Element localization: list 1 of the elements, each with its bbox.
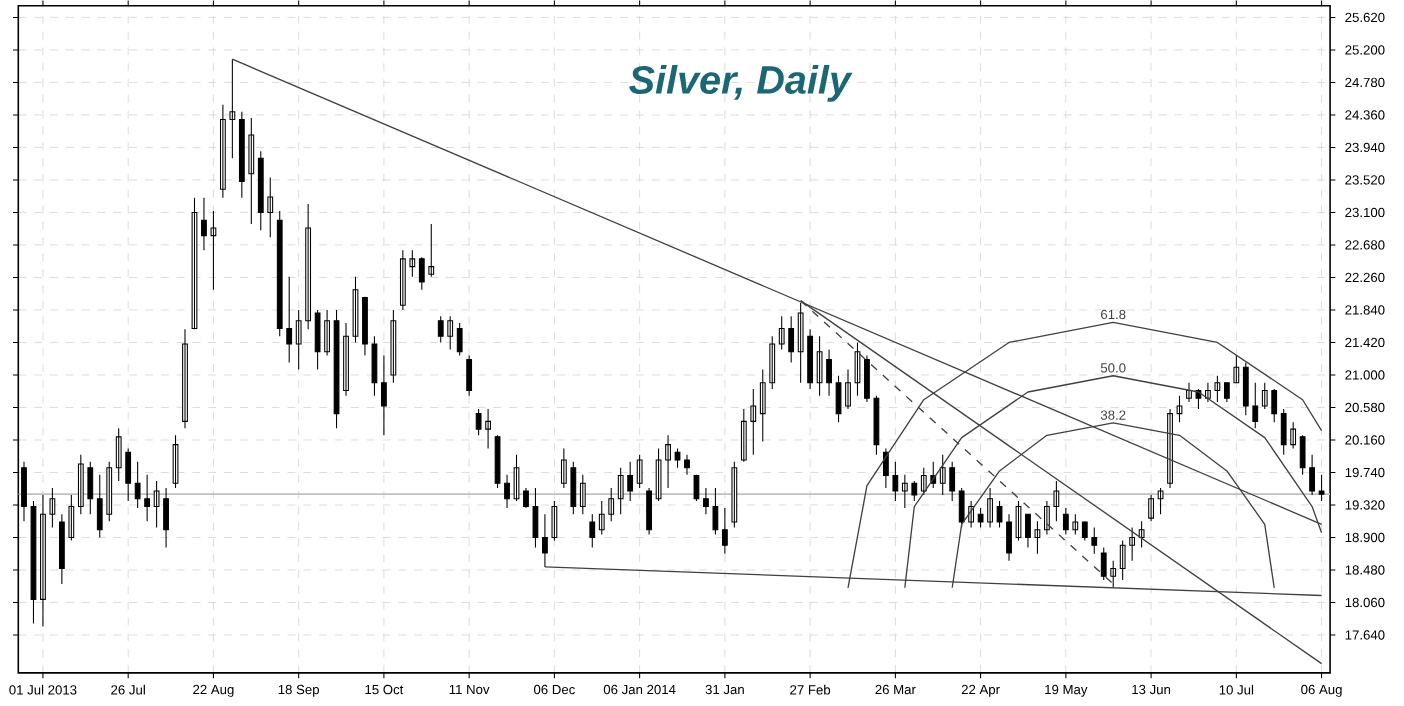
- text: Silver, Daily: [629, 64, 853, 102]
